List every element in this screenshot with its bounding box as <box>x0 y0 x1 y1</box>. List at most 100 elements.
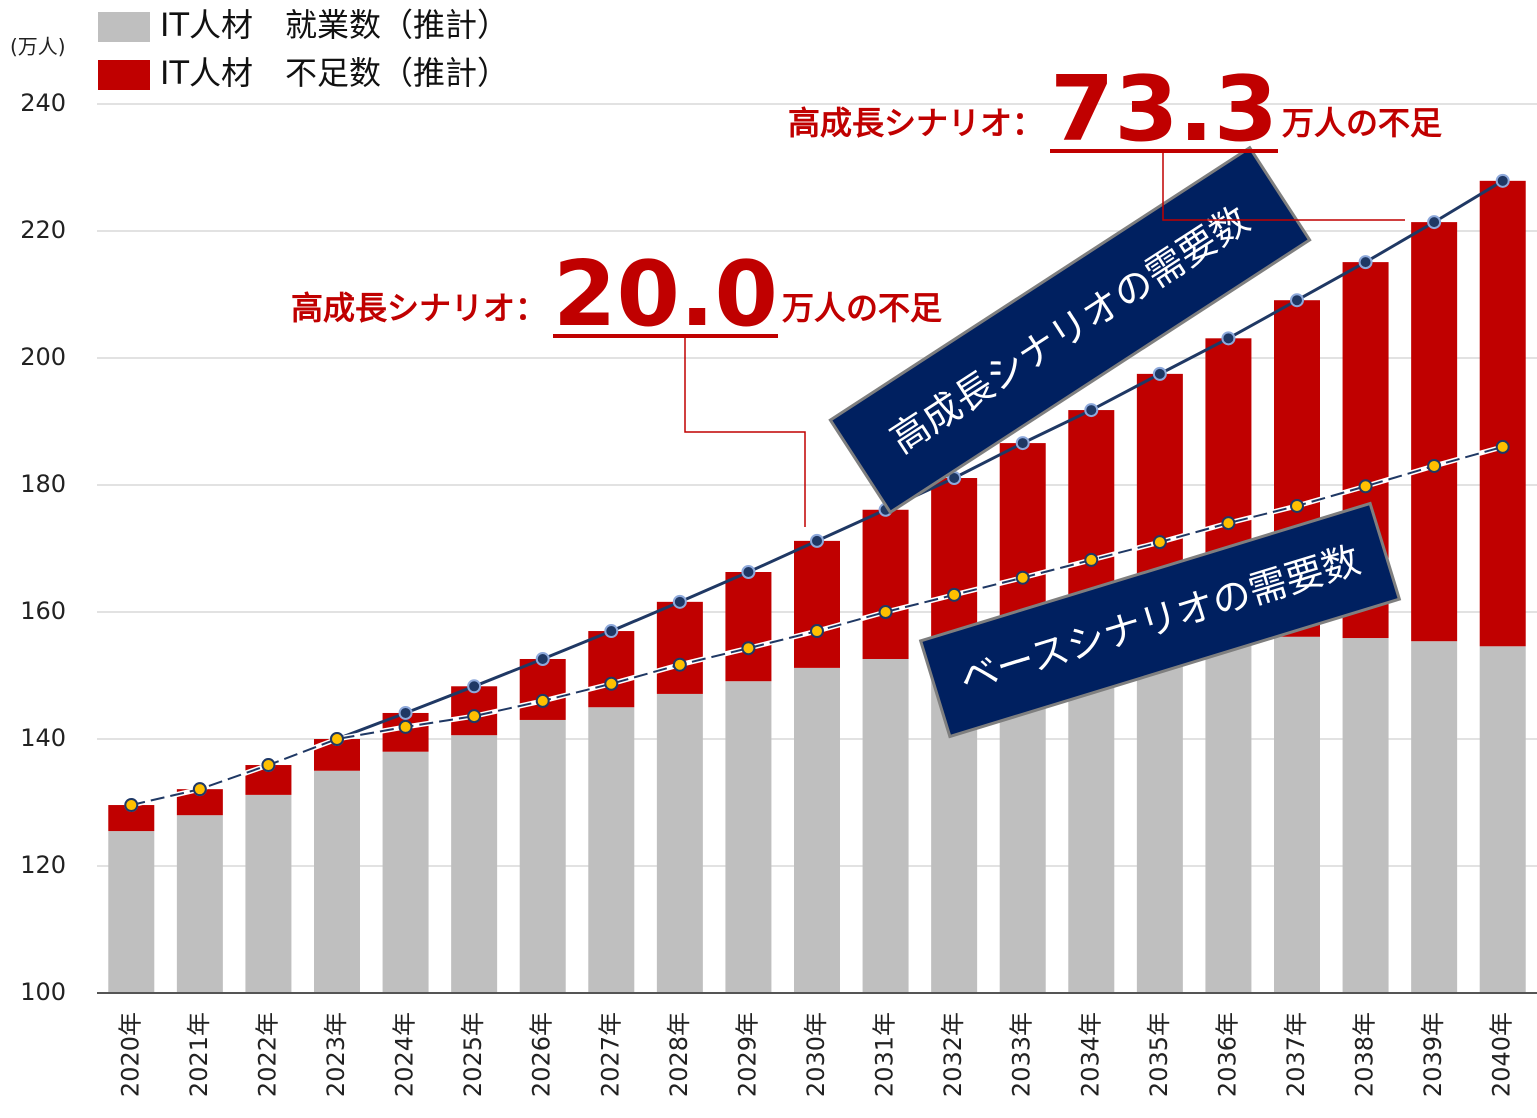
line-marker <box>1221 331 1236 346</box>
bar-segment <box>108 831 155 993</box>
bar-segment <box>725 681 772 993</box>
line-marker <box>1221 516 1236 531</box>
line-marker <box>741 641 756 656</box>
x-tick-label: 2024年 <box>391 1012 419 1097</box>
annotation-leader <box>684 337 806 527</box>
bar-segment <box>588 707 635 993</box>
x-tick-label: 2040年 <box>1488 1012 1516 1097</box>
y-tick-label: 120 <box>20 851 66 879</box>
bar-segment <box>519 658 566 720</box>
bar-segment <box>451 735 498 993</box>
line-marker <box>1015 436 1030 451</box>
line-marker <box>1084 552 1099 567</box>
line-marker <box>604 624 619 639</box>
line-marker <box>467 679 482 694</box>
line-marker <box>1495 439 1510 454</box>
bar-segment <box>588 631 635 708</box>
x-tick-label: 2032年 <box>939 1012 967 1097</box>
line-marker <box>741 564 756 579</box>
line-marker <box>1495 173 1510 188</box>
bar-segment <box>725 571 772 682</box>
legend-label: IT人材 就業数（推計） <box>160 6 509 44</box>
x-tick-label: 2034年 <box>1076 1012 1104 1097</box>
legend-label: IT人材 不足数（推計） <box>160 54 509 92</box>
x-tick-label: 2035年 <box>1145 1012 1173 1097</box>
annotation-leader <box>1162 152 1405 221</box>
line-marker <box>535 651 550 666</box>
legend-swatch <box>98 60 150 90</box>
x-tick-label: 2028年 <box>665 1012 693 1097</box>
x-tick-label: 2023年 <box>322 1012 350 1097</box>
x-tick-label: 2029年 <box>733 1012 761 1097</box>
y-tick-label: 200 <box>20 343 66 371</box>
line-marker <box>810 624 824 639</box>
line-marker <box>1358 479 1373 494</box>
line-marker <box>672 594 687 609</box>
line-marker <box>1290 498 1304 513</box>
bar-segment <box>1136 638 1183 993</box>
x-tick-label: 2038年 <box>1351 1012 1379 1097</box>
legend-swatch <box>98 12 150 42</box>
x-tick-label: 2039年 <box>1419 1012 1447 1097</box>
bar-segment <box>1479 180 1526 647</box>
x-tick-label: 2025年 <box>459 1012 487 1097</box>
line-marker <box>330 732 344 746</box>
annotation-suffix: 万人の不足 <box>1282 104 1442 142</box>
x-tick-label: 2022年 <box>253 1012 281 1097</box>
annotation-prefix: 高成長シナリオ： <box>788 104 1044 142</box>
bar-segment <box>1342 638 1389 993</box>
bar-segment <box>382 751 429 993</box>
y-unit: (万人) <box>10 35 66 59</box>
bar-segment <box>794 540 840 668</box>
bar-segment <box>1274 636 1320 993</box>
line-marker <box>192 782 207 797</box>
annotation-suffix: 万人の不足 <box>782 289 942 327</box>
bar-segment <box>1068 641 1115 993</box>
line-marker <box>261 758 276 773</box>
x-tick-label: 2020年 <box>116 1012 144 1097</box>
bar-segment <box>1411 641 1458 993</box>
x-tick-label: 2027年 <box>596 1012 624 1097</box>
y-tick-label: 160 <box>20 597 66 625</box>
line-marker <box>1427 458 1442 473</box>
line-marker <box>604 676 619 691</box>
scenario-box <box>828 145 1312 515</box>
bar-segment <box>314 770 360 993</box>
annotation-prefix: 高成長シナリオ： <box>291 289 547 327</box>
line-marker <box>1152 535 1167 550</box>
line-marker <box>398 719 413 734</box>
scenario-box <box>918 501 1402 739</box>
bar-segment <box>656 693 703 993</box>
bar-segment <box>656 601 703 694</box>
bar-segment <box>1205 637 1252 993</box>
y-tick-label: 100 <box>20 978 66 1006</box>
line-marker <box>467 709 482 724</box>
line-marker <box>1015 570 1030 585</box>
line-marker <box>1290 293 1304 308</box>
bar-segment <box>519 719 566 993</box>
x-tick-label: 2031年 <box>871 1012 899 1097</box>
y-tick-label: 240 <box>20 89 66 117</box>
line-marker <box>535 693 550 708</box>
bar-segment <box>1479 646 1526 993</box>
bar-segment <box>862 658 909 993</box>
line-marker <box>1152 366 1167 381</box>
line-marker <box>398 705 413 720</box>
annotation-value: 20.0 <box>553 242 778 347</box>
line-marker <box>1084 403 1099 418</box>
y-tick-label: 180 <box>20 470 66 498</box>
x-tick-label: 2030年 <box>802 1012 830 1097</box>
x-tick-label: 2037年 <box>1282 1012 1310 1097</box>
bar-segment <box>862 509 909 659</box>
line-marker <box>672 657 687 672</box>
line-marker <box>810 533 824 548</box>
x-tick-label: 2021年 <box>185 1012 213 1097</box>
line-marker <box>878 605 893 619</box>
bar-segment <box>794 667 840 993</box>
bar-segment <box>245 794 292 993</box>
line-marker <box>1358 255 1373 270</box>
bar-segment <box>1411 222 1458 642</box>
line-marker <box>947 587 962 602</box>
line-marker <box>1427 215 1442 230</box>
